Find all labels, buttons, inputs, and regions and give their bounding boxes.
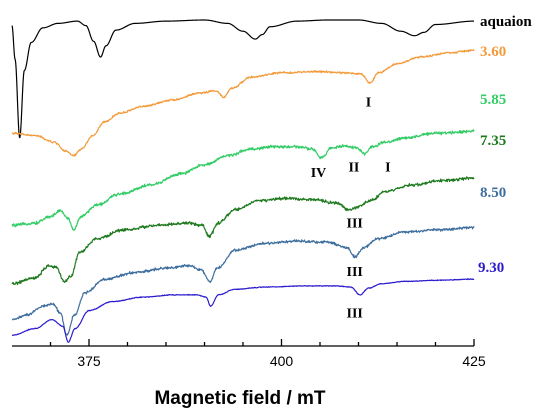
series-line-7-35 xyxy=(11,176,475,286)
peak-annotation-3: II xyxy=(348,161,359,176)
series-label-aquaion: aquaion xyxy=(480,14,532,30)
x-axis-label: Magnetic field / mT xyxy=(154,388,325,409)
series-group xyxy=(11,19,475,343)
series-label-3-60: 3.60 xyxy=(480,44,506,60)
peak-annotation-1: I xyxy=(366,95,371,110)
series-line-3-60 xyxy=(11,49,475,157)
series-line-5-85 xyxy=(11,129,475,231)
peak-annotation-2: IV xyxy=(311,166,327,181)
series-label-9-30: 9.30 xyxy=(478,260,504,276)
series-line-aquaion xyxy=(11,19,475,139)
series-label-8-50: 8.50 xyxy=(480,185,506,201)
x-axis: 375 400 425 xyxy=(12,339,486,369)
peak-annotation-5: III xyxy=(347,217,363,232)
series-line-8-50 xyxy=(11,226,475,336)
x-tick-label-400: 400 xyxy=(270,353,294,369)
peak-annotation-6: III xyxy=(347,265,363,280)
x-tick-label-375: 375 xyxy=(77,353,101,369)
x-tick-label-425: 425 xyxy=(462,353,486,369)
peak-annotation-4: I xyxy=(385,161,390,176)
series-label-7-35: 7.35 xyxy=(480,133,506,149)
series-label-5-85: 5.85 xyxy=(480,92,506,108)
series-line-9-30 xyxy=(11,278,475,343)
peak-annotation-7: III xyxy=(347,306,363,321)
series-labels: aquaion 3.60 5.85 7.35 8.50 9.30 xyxy=(478,14,532,276)
